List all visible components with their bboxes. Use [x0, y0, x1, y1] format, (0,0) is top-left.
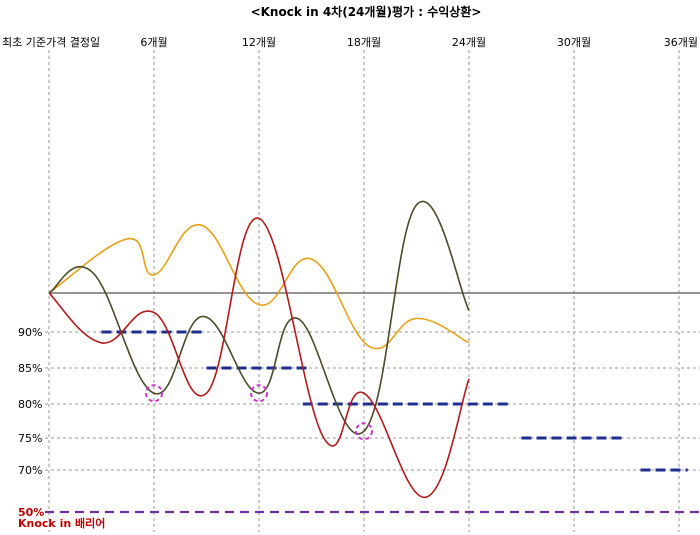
evaluation-marker — [250, 384, 268, 403]
evaluation-markers — [145, 384, 373, 441]
x-tick-label: 6개월 — [140, 36, 167, 49]
x-tick-label: 최초 기준가격 결정일 — [2, 35, 100, 49]
price-path-3 — [48, 217, 470, 499]
x-tick-label: 18개월 — [347, 36, 381, 49]
y-axis-labels: 90% 85% 80% 75% 70% 50% — [18, 326, 44, 519]
price-path-2 — [48, 200, 470, 435]
x-tick-label: 30개월 — [557, 36, 591, 49]
price-path-1 — [48, 224, 470, 350]
x-tick-label: 12개월 — [242, 36, 276, 49]
y-tick-label: 80% — [18, 398, 42, 411]
y-tick-label: 50% — [18, 506, 44, 519]
y-tick-label: 75% — [18, 432, 42, 445]
y-tick-label: 90% — [18, 326, 42, 339]
y-tick-label: 70% — [18, 464, 42, 477]
x-tick-label: 24개월 — [452, 36, 486, 49]
x-axis-labels: 최초 기준가격 결정일 6개월 12개월 18개월 24개월 30개월 36개월 — [2, 35, 698, 49]
chart-title: <Knock in 4차(24개월)평가 : 수익상환> — [251, 4, 482, 19]
x-tick-label: 36개월 — [664, 36, 698, 49]
barrier-label: Knock in 배리어 — [18, 516, 105, 530]
y-tick-label: 85% — [18, 362, 42, 375]
evaluation-marker — [355, 422, 373, 441]
grid — [45, 50, 700, 532]
evaluation-marker — [145, 384, 163, 403]
price-paths — [48, 200, 470, 499]
redemption-levels — [101, 330, 688, 472]
